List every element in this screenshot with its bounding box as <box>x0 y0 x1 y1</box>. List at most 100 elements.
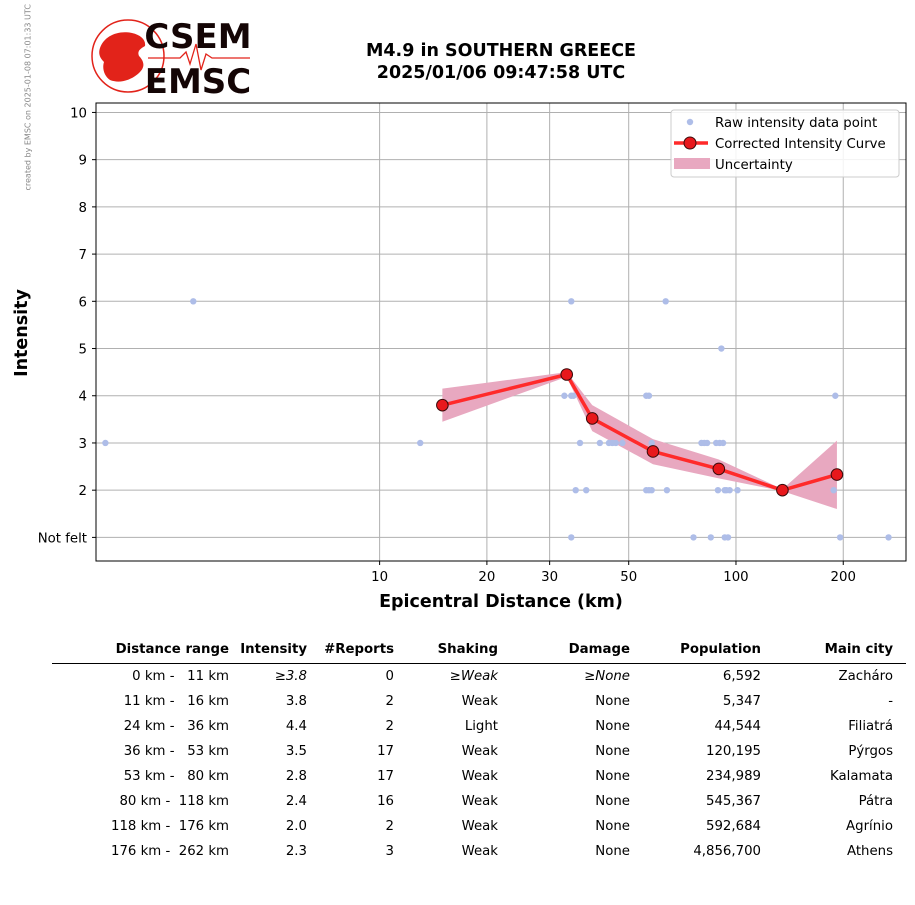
table-cell: 17 <box>377 769 394 784</box>
intensity-chart: CSEM EMSC M4.9 in SOUTHERN GREECE 2025/0… <box>12 17 907 612</box>
raw-data-point <box>663 486 671 494</box>
y-tick-label: 10 <box>70 106 87 121</box>
raw-data-point <box>648 486 655 494</box>
table-cell: 2.0 <box>285 819 307 834</box>
raw-data-point <box>561 392 568 399</box>
raw-data-point <box>596 439 604 447</box>
table-header-cell: #Reports <box>307 640 394 664</box>
table-row: 0 km - 11 km ≥3.8 0 ≥Weak ≥None 6,592 Zacháro <box>52 664 906 690</box>
table-cell: Kalamata <box>830 769 893 784</box>
logo-globe-ring <box>91 19 165 93</box>
y-axis-ticks: Not felt 2 3 4 5 6 7 8 9 10 <box>38 106 96 546</box>
table-cell: 176 km - 262 km <box>111 844 229 859</box>
curve-point <box>646 445 660 458</box>
legend: Raw intensity data point Corrected Inten… <box>670 109 900 178</box>
raw-data-point <box>645 392 653 399</box>
table-cell: 545,367 <box>706 794 761 809</box>
table-cell: Weak <box>461 694 498 709</box>
raw-data-point <box>836 534 844 541</box>
table-row: 24 km - 36 km 4.4 2 Light None 44,544 Filiatrá <box>52 714 906 739</box>
legend-raw-marker <box>686 118 694 126</box>
y-tick-label: 9 <box>79 154 87 169</box>
table-cell: None <box>595 694 630 709</box>
table-cell: None <box>595 719 630 734</box>
table-cell: Weak <box>461 819 498 834</box>
table-header-cell: Population <box>630 640 761 664</box>
table-cell: 16 <box>377 794 394 809</box>
raw-data-point <box>690 534 697 541</box>
raw-data-point <box>190 298 197 305</box>
raw-data-point <box>612 439 619 447</box>
raw-data-point <box>570 392 577 399</box>
legend-box <box>670 109 900 178</box>
legend-uncertainty-label: Uncertainty <box>715 158 793 173</box>
csem-emsc-logo: CSEM EMSC <box>91 17 252 102</box>
raw-data-point <box>724 534 732 541</box>
table-cell: 6,592 <box>722 669 761 684</box>
y-tick-label: 6 <box>79 295 87 310</box>
table-cell: 36 km - 53 km <box>123 744 229 759</box>
table-cell: 2 <box>385 819 394 834</box>
table-header-cell: Shaking <box>394 640 498 664</box>
table-cell: 2 <box>385 719 394 734</box>
table-cell: 3.5 <box>285 744 307 759</box>
legend-curve-label: Corrected Intensity Curve <box>715 137 886 152</box>
table-header-cell: Main city <box>761 640 906 664</box>
table-row: 11 km - 16 km 3.8 2 Weak None 5,347 - <box>52 689 906 714</box>
table-header-cell: Intensity <box>229 640 307 664</box>
x-tick-label: 10 <box>371 570 388 585</box>
table-cell: 24 km - 36 km <box>123 719 229 734</box>
table-cell: Light <box>464 719 498 734</box>
raw-data-point <box>718 345 725 352</box>
table-row: 118 km - 176 km 2.0 2 Weak None 592,684 Agríni… <box>52 814 906 839</box>
table-cell: - <box>888 694 893 709</box>
table-cell: 2.4 <box>285 794 307 809</box>
table-body: 0 km - 11 km ≥3.8 0 ≥Weak ≥None 6,592 Zacháro 1… <box>52 664 906 865</box>
x-tick-label: 30 <box>541 570 558 585</box>
curve-point <box>560 368 574 381</box>
table-cell: 5,347 <box>722 694 761 709</box>
table-cell: 3.8 <box>285 694 307 709</box>
table-cell: ≥None <box>584 669 630 684</box>
table-cell: None <box>595 769 630 784</box>
table-cell: Weak <box>461 844 498 859</box>
y-tick-label: 7 <box>79 248 87 263</box>
curve-point <box>830 468 844 481</box>
raw-data-point <box>707 534 715 541</box>
table-cell: Pátra <box>858 794 893 809</box>
curve-point <box>585 412 599 425</box>
table-cell: Weak <box>461 744 498 759</box>
logo-map-shape <box>99 32 146 82</box>
table-cell: 44,544 <box>714 719 761 734</box>
raw-data-point <box>648 439 655 447</box>
grid-lines <box>96 103 906 561</box>
table-cell: 17 <box>377 744 394 759</box>
table-cell: Weak <box>461 769 498 784</box>
table-cell: 118 km - 176 km <box>111 819 229 834</box>
raw-data-point <box>885 534 892 541</box>
y-tick-label: 2 <box>79 484 87 499</box>
table-cell: 120,195 <box>706 744 761 759</box>
raw-data-point <box>572 486 579 494</box>
table-cell: None <box>595 844 630 859</box>
raw-data-point <box>583 486 590 494</box>
table-cell: Weak <box>461 794 498 809</box>
table-cell: 2 <box>385 694 394 709</box>
table-cell: None <box>595 794 630 809</box>
x-tick-label: 20 <box>478 570 495 585</box>
curve-point <box>436 398 449 412</box>
table-cell: 4.4 <box>285 719 307 734</box>
table-cell: 0 <box>385 669 394 684</box>
raw-data-point <box>568 534 575 541</box>
raw-data-point <box>662 298 669 305</box>
logo-text-bottom: EMSC <box>145 62 252 102</box>
table-row: 80 km - 118 km 2.4 16 Weak None 545,367 Pátra <box>52 789 906 814</box>
curve-point <box>712 462 726 476</box>
raw-data-point <box>714 486 722 494</box>
y-tick-label: 5 <box>79 343 87 358</box>
table-cell: Pýrgos <box>848 744 893 759</box>
x-axis-ticks: 10 20 30 50 100 200 <box>371 561 856 585</box>
raw-data-point <box>102 439 109 447</box>
raw-data-point <box>417 439 424 447</box>
raw-data-point <box>832 392 839 399</box>
